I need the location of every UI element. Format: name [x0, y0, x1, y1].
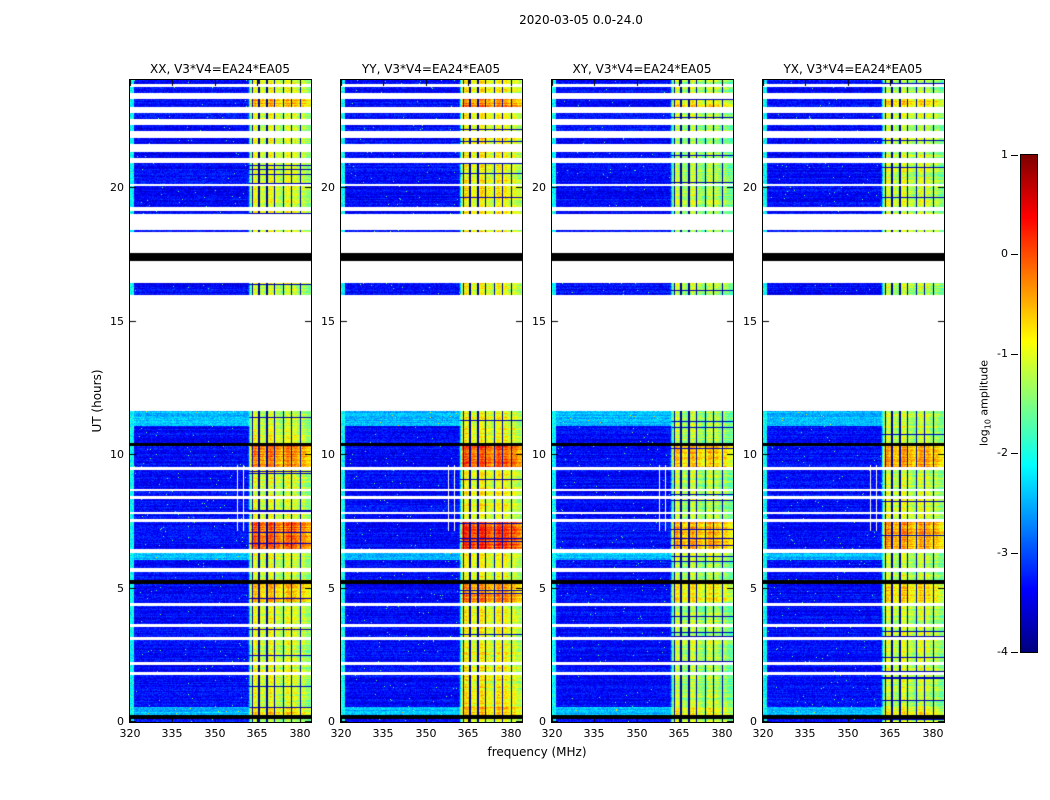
panel-title-yy: YY, V3*V4=EA24*EA05 [361, 62, 501, 76]
colorbar-tick-label: -1 [997, 347, 1008, 360]
panel-frame-yy [340, 79, 523, 723]
x-tick-label: 365 [246, 727, 268, 740]
spectrogram-canvas-xy [552, 80, 733, 722]
colorbar-label-suffix: amplitude [977, 359, 991, 420]
x-tick-label: 335 [161, 727, 183, 740]
colorbar-label-prefix: log [977, 429, 991, 447]
y-tick-label: 15 [743, 315, 757, 328]
y-tick-label: 15 [532, 315, 546, 328]
y-tick-label: 5 [750, 582, 757, 595]
y-tick-label: 20 [532, 181, 546, 194]
colorbar-label: log10 amplitude [977, 360, 992, 446]
y-tick-label: 20 [743, 181, 757, 194]
panel-title-xx: XX, V3*V4=EA24*EA05 [150, 62, 290, 76]
x-tick-label: 350 [415, 727, 437, 740]
colorbar-frame [1020, 154, 1038, 653]
x-tick-label: 335 [583, 727, 605, 740]
colorbar-tick-label: 1 [1001, 148, 1008, 161]
panel-title-xy: XY, V3*V4=EA24*EA05 [572, 62, 712, 76]
spectrogram-canvas-yy [341, 80, 522, 722]
colorbar-tick-mark [1011, 155, 1018, 156]
panel-frame-yx [762, 79, 945, 723]
x-tick-label: 365 [668, 727, 690, 740]
spectrogram-canvas-xx [130, 80, 311, 722]
y-tick-label: 10 [532, 448, 546, 461]
colorbar-tick-mark [1011, 354, 1018, 355]
panel-frame-xy [551, 79, 734, 723]
y-tick-label: 10 [743, 448, 757, 461]
panel-title-yx: YX, V3*V4=EA24*EA05 [783, 62, 923, 76]
y-tick-label: 5 [117, 582, 124, 595]
colorbar-tick-mark [1011, 652, 1018, 653]
x-tick-label: 380 [500, 727, 522, 740]
colorbar-tick-label: -3 [997, 546, 1008, 559]
y-tick-label: 10 [110, 448, 124, 461]
y-tick-label: 0 [328, 715, 335, 728]
x-tick-label: 365 [457, 727, 479, 740]
x-tick-label: 350 [204, 727, 226, 740]
x-axis-label: frequency (MHz) [487, 745, 587, 759]
y-axis-label: UT (hours) [90, 369, 104, 433]
y-tick-label: 15 [110, 315, 124, 328]
y-tick-label: 20 [321, 181, 335, 194]
y-tick-label: 20 [110, 181, 124, 194]
colorbar-tick-mark [1011, 453, 1018, 454]
x-tick-label: 320 [752, 727, 774, 740]
x-tick-label: 380 [289, 727, 311, 740]
colorbar-tick-mark [1011, 254, 1018, 255]
x-tick-label: 365 [879, 727, 901, 740]
colorbar-tick-label: 0 [1001, 247, 1008, 260]
x-tick-label: 380 [711, 727, 733, 740]
x-tick-label: 380 [922, 727, 944, 740]
colorbar-canvas [1021, 155, 1037, 652]
x-tick-label: 335 [794, 727, 816, 740]
x-tick-label: 320 [330, 727, 352, 740]
figure-title: 2020-03-05 0.0-24.0 [519, 13, 643, 27]
y-tick-label: 0 [750, 715, 757, 728]
panel-frame-xx [129, 79, 312, 723]
x-tick-label: 350 [837, 727, 859, 740]
y-tick-label: 0 [539, 715, 546, 728]
x-tick-label: 320 [541, 727, 563, 740]
spectrogram-canvas-yx [763, 80, 944, 722]
colorbar-tick-label: -2 [997, 446, 1008, 459]
y-tick-label: 10 [321, 448, 335, 461]
x-tick-label: 335 [372, 727, 394, 740]
y-tick-label: 5 [328, 582, 335, 595]
y-tick-label: 0 [117, 715, 124, 728]
x-tick-label: 320 [119, 727, 141, 740]
x-tick-label: 350 [626, 727, 648, 740]
colorbar-tick-label: -4 [997, 645, 1008, 658]
y-tick-label: 5 [539, 582, 546, 595]
colorbar-tick-mark [1011, 553, 1018, 554]
colorbar-label-sub: 10 [983, 419, 993, 430]
y-tick-label: 15 [321, 315, 335, 328]
